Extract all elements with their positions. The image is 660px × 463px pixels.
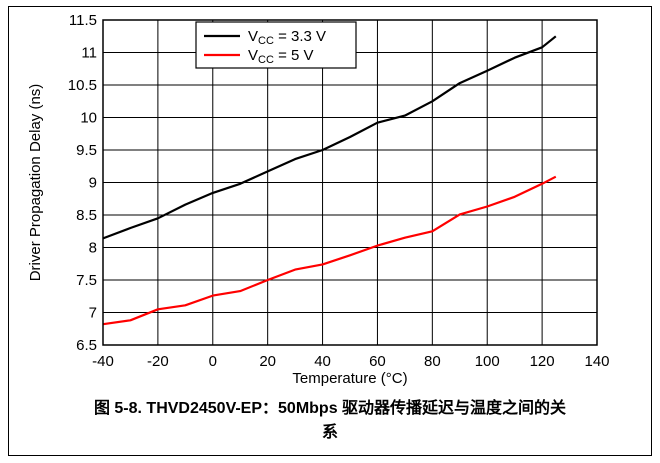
legend-label-2: VCC = 5 V bbox=[248, 47, 314, 66]
chart: -40 -20 0 20 40 60 80 100 120 140 6.5 7 7.5 8 8.5 9 9.5 1… bbox=[27, 12, 610, 387]
caption-line-2: 系 bbox=[321, 424, 338, 441]
caption-line-1: 图 5-8. THVD2450V-EP：50Mbps 驱动器传播延迟与温度之间的… bbox=[93, 400, 567, 417]
y-tick-label: 6.5 bbox=[76, 337, 97, 354]
series-line-2 bbox=[102, 175, 557, 326]
y-tick-label: 9.5 bbox=[76, 142, 97, 159]
y-tick-label: 7.5 bbox=[76, 272, 97, 289]
y-tick-label: 7 bbox=[89, 305, 97, 322]
x-tick-label: 100 bbox=[475, 353, 500, 370]
y-tick-label: 9 bbox=[89, 175, 97, 192]
plot-area-border bbox=[102, 19, 598, 346]
y-tick-label: 8.5 bbox=[76, 207, 97, 224]
series-line-1 bbox=[102, 35, 557, 240]
grid bbox=[103, 20, 597, 345]
figure-frame bbox=[8, 6, 652, 456]
x-tick-label: 40 bbox=[314, 353, 331, 370]
figure-caption: 图 5-8. THVD2450V-EP：50Mbps 驱动器传播延迟与温度之间的… bbox=[0, 397, 660, 445]
x-tick-label: 140 bbox=[584, 353, 609, 370]
tick-labels: -40 -20 0 20 40 60 80 100 120 140 6.5 7 7.5 8 8.5 9 9.5 1… bbox=[68, 12, 610, 370]
series-layer bbox=[102, 35, 557, 326]
legend-label-1: VCC = 3.3 V bbox=[248, 28, 326, 47]
x-axis-label: Temperature (°C) bbox=[292, 370, 407, 387]
legend-box bbox=[195, 21, 357, 69]
y-tick-label: 10 bbox=[80, 110, 97, 127]
y-tick-label: 11 bbox=[81, 45, 97, 62]
x-tick-label: -40 bbox=[92, 353, 114, 370]
x-tick-label: -20 bbox=[147, 353, 169, 370]
x-tick-label: 120 bbox=[530, 353, 555, 370]
y-tick-label: 8 bbox=[89, 240, 97, 257]
y-axis-label: Driver Propagation Delay (ns) bbox=[27, 84, 44, 282]
x-tick-label: 60 bbox=[369, 353, 386, 370]
y-tick-label: 10.5 bbox=[68, 77, 97, 94]
x-tick-label: 0 bbox=[209, 353, 217, 370]
x-tick-label: 80 bbox=[424, 353, 441, 370]
y-tick-label: 11.5 bbox=[69, 12, 97, 29]
x-tick-label: 20 bbox=[259, 353, 276, 370]
